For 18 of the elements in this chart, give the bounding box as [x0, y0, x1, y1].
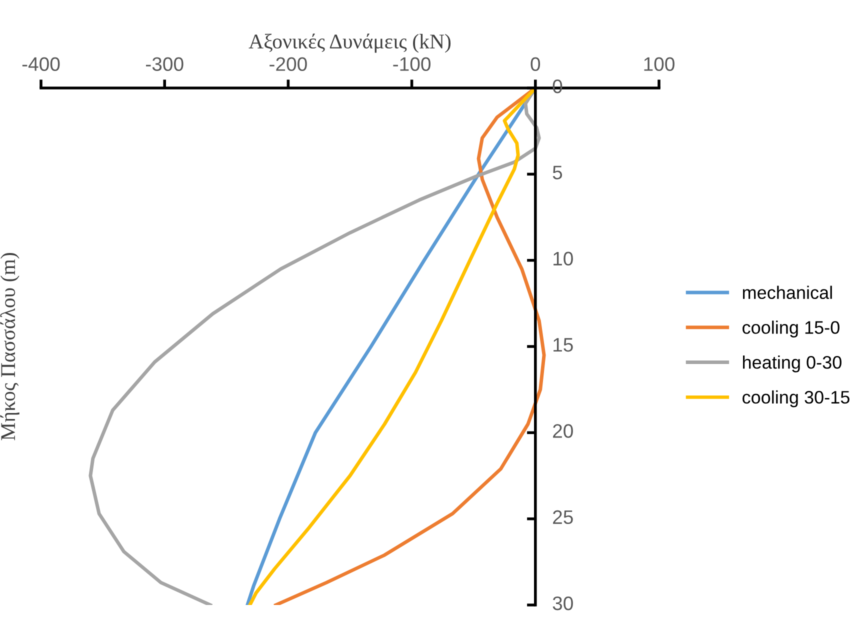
x-tick-label: 0 [530, 57, 540, 71]
y-tick-label: 30 [552, 596, 573, 610]
legend-label: heating 0-30 [743, 356, 842, 372]
y-tick-label: 10 [554, 252, 573, 266]
y-tick-label: 15 [554, 338, 573, 352]
legend-label: cooling 30-15 [742, 390, 850, 408]
y-tick-label: 20 [553, 424, 573, 438]
x-axis-title: Αξονικές Δυνάμεις (kN) [248, 34, 451, 53]
y-tick-label: 25 [553, 510, 573, 524]
x-tick-label: -400 [22, 57, 60, 71]
x-tick-label: 100 [644, 57, 674, 71]
x-tick-label: -200 [270, 57, 307, 71]
y-tick-label: 5 [552, 166, 562, 180]
legend-label: cooling 15-0 [742, 320, 840, 338]
legend-label: mechanical [742, 286, 832, 300]
x-tick-label: -100 [393, 57, 430, 71]
x-tick-label: -300 [146, 57, 184, 71]
y-axis-title: Μήκος Πασσάλου (m) [0, 253, 20, 440]
